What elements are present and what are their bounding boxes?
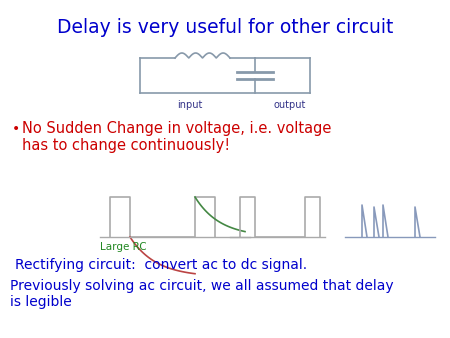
Text: Previously solving ac circuit, we all assumed that delay
is legible: Previously solving ac circuit, we all as… bbox=[10, 279, 394, 309]
Text: Rectifying circuit:  convert ac to dc signal.: Rectifying circuit: convert ac to dc sig… bbox=[15, 258, 307, 272]
Text: No Sudden Change in voltage, i.e. voltage
has to change continuously!: No Sudden Change in voltage, i.e. voltag… bbox=[22, 121, 331, 153]
Text: Delay is very useful for other circuit: Delay is very useful for other circuit bbox=[57, 18, 393, 37]
Text: input: input bbox=[177, 100, 202, 110]
Text: •: • bbox=[12, 122, 20, 136]
Text: Large RC: Large RC bbox=[100, 242, 147, 252]
Text: output: output bbox=[274, 100, 306, 110]
